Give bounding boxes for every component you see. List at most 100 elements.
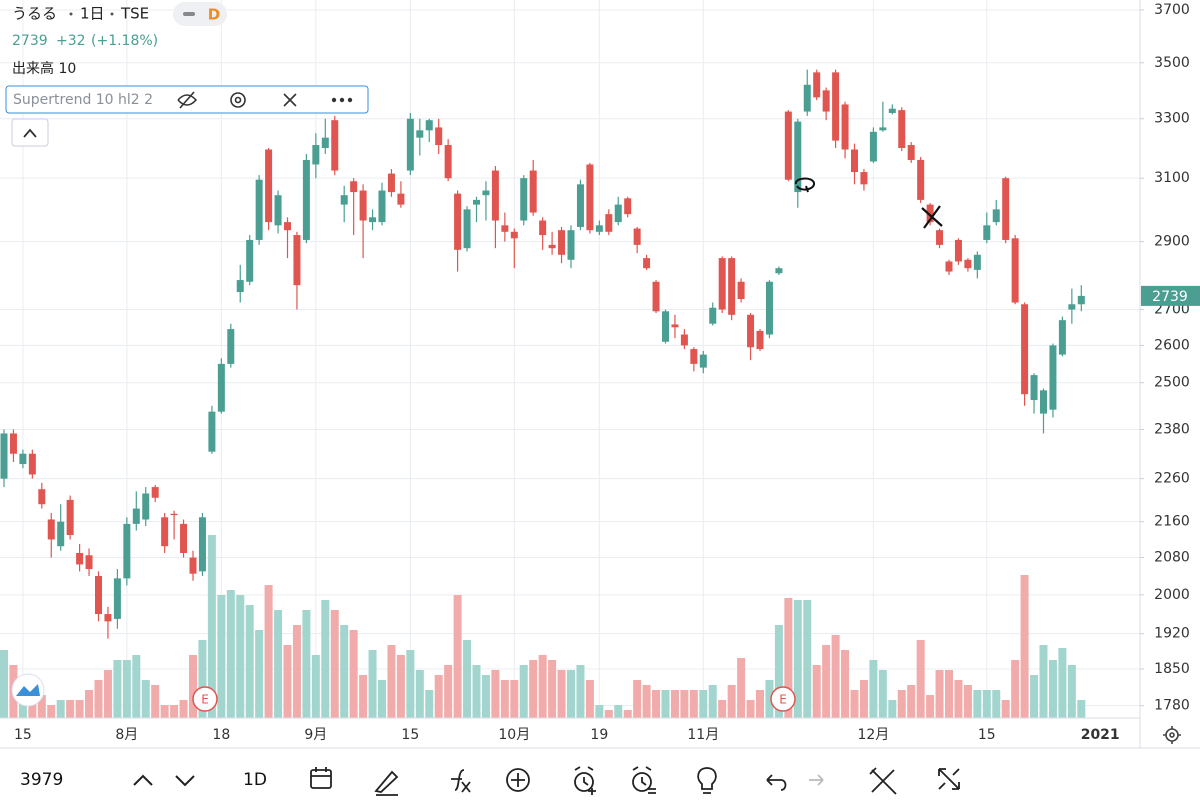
- x-tick-label: 15: [14, 727, 32, 743]
- candle-body: [784, 111, 792, 180]
- volume-bar: [1039, 645, 1048, 718]
- y-tick-label: 3100: [1154, 170, 1190, 186]
- volume-bar: [434, 675, 443, 718]
- candle-body: [482, 190, 490, 196]
- volume-bar: [368, 650, 377, 718]
- symbol-code[interactable]: 3979: [20, 770, 63, 790]
- volume-bar: [170, 705, 179, 718]
- candle-body: [633, 228, 641, 245]
- earnings-marker[interactable]: E: [192, 686, 218, 712]
- volume-bar: [283, 645, 292, 718]
- toolbar: 3979 1D: [20, 766, 960, 796]
- volume-bar: [926, 695, 935, 718]
- candle-body: [1049, 345, 1057, 410]
- candle-body: [869, 131, 877, 162]
- candle-body: [425, 120, 433, 131]
- volume-bar: [746, 700, 755, 718]
- volume-bar: [264, 585, 273, 718]
- candle-body: [917, 159, 925, 200]
- marker-label: E: [779, 693, 787, 707]
- volume-bar: [661, 690, 670, 718]
- candle-body: [274, 195, 282, 226]
- candle-body: [558, 230, 566, 255]
- volume-bar: [179, 700, 188, 718]
- indicator-icon[interactable]: [451, 769, 471, 793]
- candle-body: [907, 145, 915, 160]
- volume-bar: [897, 690, 906, 718]
- volume-bar: [519, 665, 528, 718]
- drawing-cross: [921, 205, 943, 229]
- candle-body: [822, 90, 830, 112]
- y-tick-label: 2000: [1154, 587, 1190, 603]
- volume-bar: [670, 690, 679, 718]
- interval-button[interactable]: 1D: [243, 770, 267, 790]
- y-tick-label: 2080: [1154, 550, 1190, 566]
- candle-body: [123, 523, 131, 579]
- volume-bar: [831, 635, 840, 718]
- volume-bar: [359, 675, 368, 718]
- volume-bar: [576, 665, 585, 718]
- marker-circle: [192, 686, 218, 712]
- undo-icon[interactable]: [766, 774, 787, 791]
- volume-bar: [812, 665, 821, 718]
- candle-body: [983, 225, 991, 240]
- y-tick-label: 3700: [1154, 2, 1190, 18]
- candle-body: [227, 329, 235, 364]
- redo-icon[interactable]: [809, 774, 824, 786]
- candle-body: [473, 199, 480, 205]
- fullscreen-icon[interactable]: [938, 768, 960, 790]
- drawing-circle: [794, 177, 815, 193]
- volume-bar: [595, 705, 604, 718]
- volume-bar: [236, 595, 245, 718]
- alert-icon[interactable]: [574, 766, 596, 795]
- candle-body: [378, 190, 386, 223]
- volume-bar: [973, 690, 982, 718]
- candle-body: [104, 614, 112, 622]
- collapse-button[interactable]: [11, 118, 49, 147]
- volume-bar: [132, 655, 141, 718]
- y-tick-label: 3300: [1154, 111, 1190, 127]
- candle-body: [340, 195, 348, 205]
- idea-icon[interactable]: [697, 767, 717, 794]
- candle-body: [236, 280, 244, 293]
- draw-icon[interactable]: [374, 770, 399, 796]
- prev-icon[interactable]: [133, 774, 153, 786]
- compare-icon[interactable]: [310, 767, 332, 789]
- settings-icon[interactable]: [1163, 726, 1181, 744]
- candle-body: [47, 519, 55, 540]
- earnings-marker[interactable]: E: [770, 686, 796, 712]
- candle-body: [293, 235, 301, 286]
- volume-bar: [765, 680, 774, 718]
- candle-body: [9, 433, 17, 454]
- volume-bar: [907, 685, 916, 718]
- candle-body: [614, 204, 622, 223]
- candle-body: [954, 239, 962, 262]
- candle-body: [406, 118, 414, 171]
- volume-bar: [396, 655, 405, 718]
- volume-bar: [47, 705, 56, 718]
- candle-body: [265, 149, 273, 223]
- volume-bar: [708, 685, 717, 718]
- candle-body: [312, 145, 320, 165]
- candle-body: [142, 493, 150, 520]
- tools-icon[interactable]: [869, 767, 897, 795]
- add-icon[interactable]: [506, 768, 530, 792]
- indicator-icons[interactable]: [177, 91, 297, 109]
- volume-bar: [510, 680, 519, 718]
- x-tick-label: 10月: [498, 727, 530, 743]
- volume-bar: [387, 645, 396, 718]
- candle-body: [860, 172, 868, 185]
- candle-body: [671, 324, 679, 328]
- alert-list-icon[interactable]: [632, 766, 656, 794]
- candle-body: [520, 178, 528, 221]
- volume-bar: [349, 630, 358, 718]
- interval: 1日: [80, 5, 105, 23]
- candle-body: [198, 517, 206, 572]
- next-icon[interactable]: [175, 775, 195, 787]
- volume-bar: [406, 650, 415, 718]
- volume-bar: [66, 700, 75, 718]
- more-icon[interactable]: [331, 97, 353, 103]
- volume-bar: [217, 595, 226, 718]
- candle-body: [548, 244, 556, 249]
